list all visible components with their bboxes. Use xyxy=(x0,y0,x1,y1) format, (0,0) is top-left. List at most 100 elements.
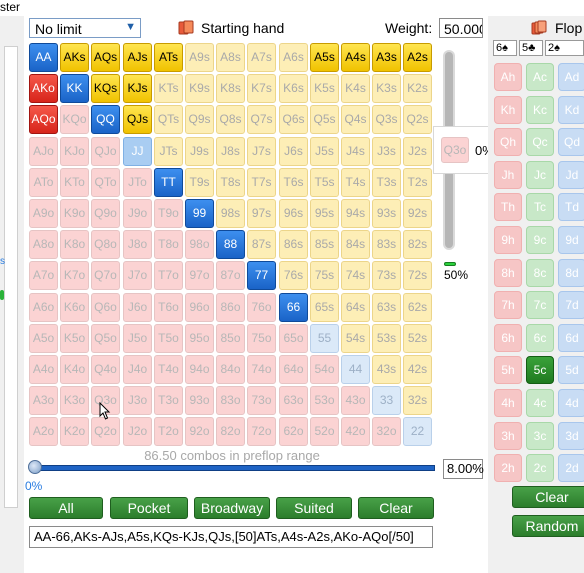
hand-cell-AKo[interactable]: AKo xyxy=(29,74,58,103)
hand-cell-76s[interactable]: 76s xyxy=(279,261,308,290)
card-2d[interactable]: 2d xyxy=(558,454,584,483)
card-7h[interactable]: 7h xyxy=(494,291,522,320)
hand-cell-66[interactable]: 66 xyxy=(279,293,308,322)
hand-cell-32o[interactable]: 32o xyxy=(372,417,401,446)
hand-cell-A4s[interactable]: A4s xyxy=(341,43,370,72)
hand-cell-74o[interactable]: 74o xyxy=(247,355,276,384)
hand-cell-Q5o[interactable]: Q5o xyxy=(91,324,120,353)
hand-cell-72s[interactable]: 72s xyxy=(403,261,432,290)
hand-cell-K6s[interactable]: K6s xyxy=(279,74,308,103)
hand-cell-JJ[interactable]: JJ xyxy=(123,137,152,166)
hand-cell-T4o[interactable]: T4o xyxy=(154,355,183,384)
card-3c[interactable]: 3c xyxy=(526,421,554,450)
hand-cell-95s[interactable]: 95s xyxy=(310,199,339,228)
hand-cell-93o[interactable]: 93o xyxy=(185,386,214,415)
card-3d[interactable]: 3d xyxy=(558,421,584,450)
hand-cell-J6s[interactable]: J6s xyxy=(279,137,308,166)
hand-cell-K8s[interactable]: K8s xyxy=(216,74,245,103)
hand-cell-QTs[interactable]: QTs xyxy=(154,105,183,134)
hand-cell-A3o[interactable]: A3o xyxy=(29,386,58,415)
hand-cell-K6o[interactable]: K6o xyxy=(60,293,89,322)
hand-cell-J3s[interactable]: J3s xyxy=(372,137,401,166)
hand-cell-AQo[interactable]: AQo xyxy=(29,105,58,134)
hand-cell-T5s[interactable]: T5s xyxy=(310,168,339,197)
hand-cell-T7s[interactable]: T7s xyxy=(247,168,276,197)
hand-cell-J4s[interactable]: J4s xyxy=(341,137,370,166)
card-9h[interactable]: 9h xyxy=(494,226,522,254)
hand-cell-Q8s[interactable]: Q8s xyxy=(216,105,245,134)
hand-cell-44[interactable]: 44 xyxy=(341,355,370,384)
card-7c[interactable]: 7c xyxy=(526,291,554,320)
hand-cell-63o[interactable]: 63o xyxy=(279,386,308,415)
card-Kh[interactable]: Kh xyxy=(494,95,522,124)
hand-cell-53o[interactable]: 53o xyxy=(310,386,339,415)
weight-input[interactable]: 50.000 xyxy=(439,18,483,38)
hand-cell-K2o[interactable]: K2o xyxy=(60,417,89,446)
hand-cell-74s[interactable]: 74s xyxy=(341,261,370,290)
card-9d[interactable]: 9d xyxy=(558,226,584,254)
hand-cell-64s[interactable]: 64s xyxy=(341,293,370,322)
hand-cell-K9s[interactable]: K9s xyxy=(185,74,214,103)
hand-cell-T8o[interactable]: T8o xyxy=(154,230,183,259)
hand-cell-ATs[interactable]: ATs xyxy=(154,43,183,72)
card-Qh[interactable]: Qh xyxy=(494,128,522,157)
hand-cell-KTs[interactable]: KTs xyxy=(154,74,183,103)
card-4h[interactable]: 4h xyxy=(494,389,522,417)
hand-cell-75s[interactable]: 75s xyxy=(310,261,339,290)
hand-cell-T3s[interactable]: T3s xyxy=(372,168,401,197)
hand-cell-52s[interactable]: 52s xyxy=(403,324,432,353)
limit-select[interactable]: No limit ▼ xyxy=(29,18,141,38)
hand-cell-63s[interactable]: 63s xyxy=(372,293,401,322)
hand-cell-Q9o[interactable]: Q9o xyxy=(91,199,120,228)
hand-cell-J9s[interactable]: J9s xyxy=(185,137,214,166)
hand-cell-JTo[interactable]: JTo xyxy=(123,168,152,197)
hand-cell-54s[interactable]: 54s xyxy=(341,324,370,353)
hand-cell-T9o[interactable]: T9o xyxy=(154,199,183,228)
hand-cell-73o[interactable]: 73o xyxy=(247,386,276,415)
hand-cell-K8o[interactable]: K8o xyxy=(60,230,89,259)
hand-cell-97o[interactable]: 97o xyxy=(185,261,214,290)
hand-cell-A8o[interactable]: A8o xyxy=(29,230,58,259)
hand-cell-76o[interactable]: 76o xyxy=(247,293,276,322)
hand-cell-96s[interactable]: 96s xyxy=(279,199,308,228)
card-8h[interactable]: 8h xyxy=(494,258,522,287)
hand-cell-AKs[interactable]: AKs xyxy=(60,43,89,72)
card-Td[interactable]: Td xyxy=(558,193,584,222)
card-Qd[interactable]: Qd xyxy=(558,128,584,157)
card-3h[interactable]: 3h xyxy=(494,421,522,450)
hand-cell-72o[interactable]: 72o xyxy=(247,417,276,446)
hand-cell-86o[interactable]: 86o xyxy=(216,293,245,322)
card-Kd[interactable]: Kd xyxy=(558,95,584,124)
hand-cell-Q6o[interactable]: Q6o xyxy=(91,293,120,322)
hand-cell-A2o[interactable]: A2o xyxy=(29,417,58,446)
hand-cell-82s[interactable]: 82s xyxy=(403,230,432,259)
left-scrollbar[interactable] xyxy=(4,46,18,508)
flop-card-3[interactable]: 2♠ xyxy=(545,40,584,56)
hand-cell-64o[interactable]: 64o xyxy=(279,355,308,384)
broadway-button[interactable]: Broadway xyxy=(194,497,270,519)
hand-cell-55[interactable]: 55 xyxy=(310,324,339,353)
card-Kc[interactable]: Kc xyxy=(526,95,554,124)
hand-cell-T9s[interactable]: T9s xyxy=(185,168,214,197)
hand-cell-T2o[interactable]: T2o xyxy=(154,417,183,446)
hand-cell-T2s[interactable]: T2s xyxy=(403,168,432,197)
hand-cell-A6s[interactable]: A6s xyxy=(279,43,308,72)
hand-cell-J8o[interactable]: J8o xyxy=(123,230,152,259)
hand-cell-Q3s[interactable]: Q3s xyxy=(372,105,401,134)
hand-cell-92s[interactable]: 92s xyxy=(403,199,432,228)
hand-cell-A5s[interactable]: A5s xyxy=(310,43,339,72)
card-Jc[interactable]: Jc xyxy=(526,160,554,189)
hand-cell-65o[interactable]: 65o xyxy=(279,324,308,353)
hand-cell-T6o[interactable]: T6o xyxy=(154,293,183,322)
hand-cell-KK[interactable]: KK xyxy=(60,74,89,103)
range-slider-knob[interactable] xyxy=(28,460,42,474)
hand-cell-87s[interactable]: 87s xyxy=(247,230,276,259)
hand-cell-42s[interactable]: 42s xyxy=(403,355,432,384)
hand-cell-QTo[interactable]: QTo xyxy=(91,168,120,197)
card-Ad[interactable]: Ad xyxy=(558,63,584,91)
hand-cell-85s[interactable]: 85s xyxy=(310,230,339,259)
card-2h[interactable]: 2h xyxy=(494,454,522,483)
hand-cell-43s[interactable]: 43s xyxy=(372,355,401,384)
hand-cell-Q4s[interactable]: Q4s xyxy=(341,105,370,134)
hand-cell-42o[interactable]: 42o xyxy=(341,417,370,446)
